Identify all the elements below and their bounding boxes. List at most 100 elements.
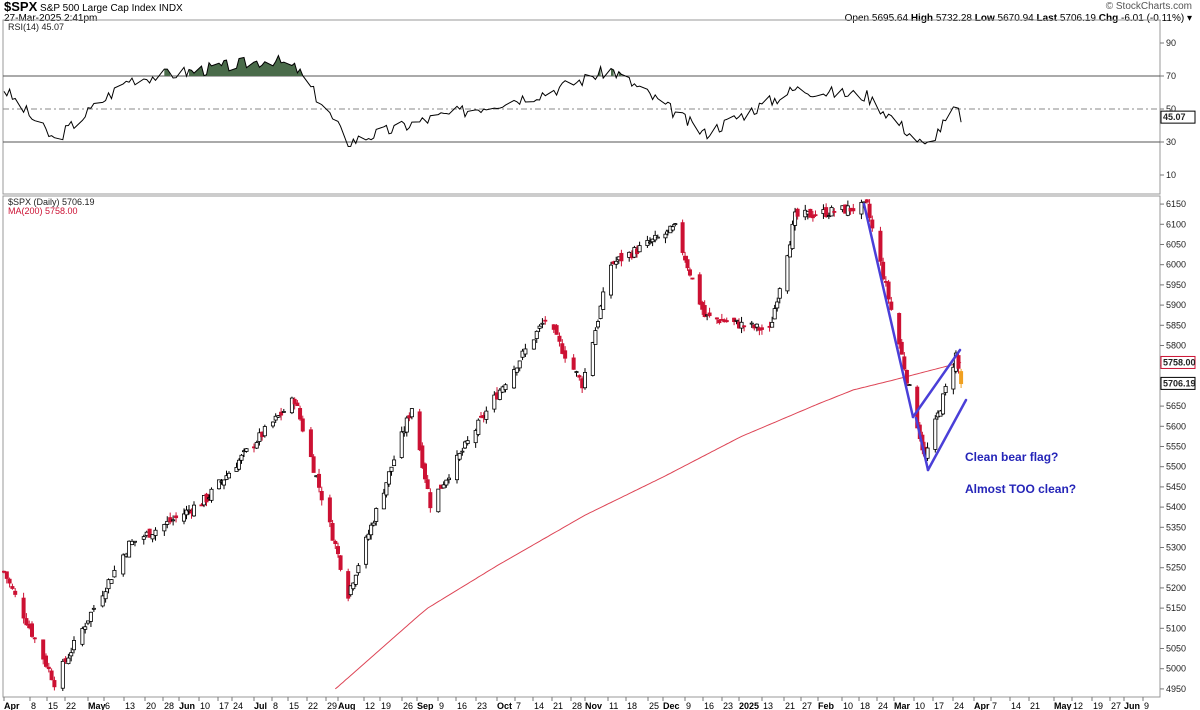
candle-body: [770, 321, 775, 328]
x-tick-label: 24: [233, 701, 243, 710]
x-tick-label: 9: [1144, 701, 1149, 710]
candle-body: [685, 259, 690, 269]
candle-body: [517, 360, 522, 369]
candle-body: [851, 208, 856, 212]
candle-body: [83, 626, 88, 630]
candle-body: [497, 389, 502, 400]
candle-body: [21, 597, 26, 619]
candle-body: [298, 408, 303, 420]
candle-body: [348, 585, 353, 596]
price-tick-label: 5200: [1166, 583, 1186, 593]
flag-line: [914, 416, 930, 472]
candle-body: [864, 199, 869, 203]
price-tick-label: 6000: [1166, 260, 1186, 270]
candle-body: [10, 586, 15, 589]
candle-body: [577, 375, 582, 378]
x-tick-label: 6: [105, 701, 110, 710]
x-tick-label: 10: [200, 701, 210, 710]
candle-body: [270, 421, 275, 427]
candle-body: [300, 418, 305, 432]
candle-body: [717, 319, 722, 324]
candle-body: [563, 350, 568, 359]
ma200-line: [334, 362, 962, 690]
price-panel: [2, 195, 1161, 698]
x-tick-label: 9: [686, 701, 691, 710]
x-tick-label: 18: [627, 701, 637, 710]
rsi-tick-label: 70: [1166, 71, 1176, 81]
candle-body: [870, 219, 875, 229]
ma-value-tag: 5758.00: [1163, 357, 1196, 367]
x-tick-label: Nov: [585, 701, 602, 710]
candle-body: [80, 628, 85, 645]
candle-body: [739, 321, 744, 329]
ohlc-readout: Open 5695.64 High 5732.28 Low 5670.94 La…: [844, 13, 1192, 24]
candle-body: [389, 466, 394, 472]
x-tick-label: 23: [477, 701, 487, 710]
x-tick-label: 7: [992, 701, 997, 710]
candle-body: [897, 313, 902, 345]
x-tick-label: 16: [704, 701, 714, 710]
candle-body: [254, 442, 259, 449]
candle-body: [174, 515, 179, 519]
candle-body: [590, 342, 595, 376]
candle-body: [209, 488, 214, 501]
x-tick-label: 26: [403, 701, 413, 710]
candle-body: [714, 317, 719, 320]
candle-body: [476, 419, 481, 435]
candle-body: [32, 637, 37, 640]
candle-body: [787, 244, 792, 258]
candle-body: [103, 591, 108, 600]
candle-body: [670, 226, 675, 231]
candle-body: [425, 479, 430, 490]
candle-body: [422, 463, 427, 480]
candle-body: [951, 366, 956, 390]
candle-body: [775, 301, 780, 309]
rsi-tick-label: 10: [1166, 170, 1176, 180]
x-tick-label: 10: [915, 701, 925, 710]
x-tick-label: 16: [457, 701, 467, 710]
candle-body: [462, 441, 467, 449]
candle-body: [889, 301, 894, 310]
candle-body: [338, 555, 343, 570]
candle-body: [759, 327, 764, 330]
candle-body: [523, 348, 528, 355]
candle-body: [244, 448, 249, 452]
candle-body: [925, 447, 930, 459]
candle-body: [371, 522, 376, 526]
candle-body: [690, 277, 695, 280]
candle-body: [619, 252, 624, 262]
candle-body: [742, 325, 747, 328]
price-tick-label: 5450: [1166, 482, 1186, 492]
candle-body: [29, 623, 34, 637]
dropdown-icon[interactable]: ▾: [1186, 13, 1192, 24]
x-tick-label: 13: [125, 701, 135, 710]
x-tick-label: 8: [31, 701, 36, 710]
x-tick-label: 17: [934, 701, 944, 710]
candle-body: [60, 660, 65, 689]
candle-body: [100, 595, 105, 607]
x-tick-label: 13: [763, 701, 773, 710]
x-tick-label: 14: [534, 701, 544, 710]
price-tick-label: 5900: [1166, 300, 1186, 310]
flag-line: [911, 348, 962, 419]
candle-body: [346, 571, 351, 599]
price-tick-label: 5100: [1166, 623, 1186, 633]
x-tick-label: Feb: [818, 701, 835, 710]
candle-body: [292, 398, 297, 405]
candle-body: [374, 508, 379, 522]
candle-body: [637, 245, 642, 253]
candle-body: [221, 479, 226, 486]
x-tick-label: 27: [1111, 701, 1121, 710]
candle-body: [311, 456, 316, 473]
candle-body: [428, 492, 433, 509]
candle-body: [364, 536, 369, 565]
x-tick-label: 29: [327, 701, 337, 710]
candle-body: [409, 408, 414, 418]
candle-body: [702, 305, 707, 318]
rsi-tick-label: 30: [1166, 137, 1176, 147]
candle-body: [384, 482, 389, 496]
candle-body: [295, 402, 300, 407]
rsi-tick-label: 90: [1166, 38, 1176, 48]
candle-body: [683, 255, 688, 261]
candle-body: [69, 652, 74, 657]
